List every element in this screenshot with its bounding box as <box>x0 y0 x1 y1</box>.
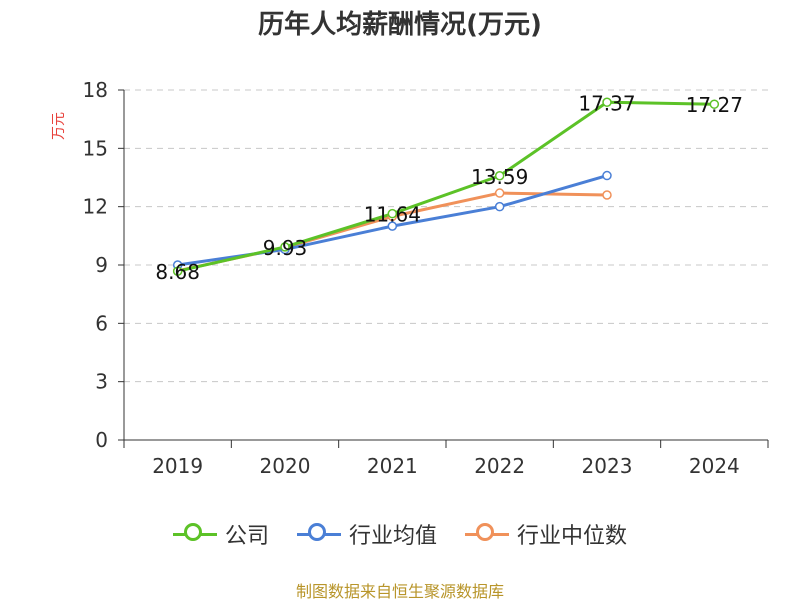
data-point <box>280 242 290 252</box>
x-tick-label: 2019 <box>152 454 203 478</box>
legend-label: 行业均值 <box>348 524 437 549</box>
y-tick-label: 12 <box>83 195 108 219</box>
y-tick-label: 15 <box>83 136 108 160</box>
y-tick-label: 0 <box>95 428 108 452</box>
legend-label: 行业中位数 <box>517 524 628 549</box>
y-tick-label: 6 <box>95 311 108 335</box>
data-point <box>709 99 720 109</box>
x-tick-label: 2022 <box>474 454 525 478</box>
source-note: 制图数据来自恒生聚源数据库 <box>295 582 504 601</box>
data-point <box>494 201 505 212</box>
data-label: 9.93 <box>263 236 308 260</box>
legend-item-1[interactable]: 行业均值 <box>296 518 437 550</box>
data-point <box>387 221 398 231</box>
data-label: 11.64 <box>364 203 421 227</box>
legend-marker-icon <box>172 522 217 546</box>
legend: 公司 行业均值 行业中位数 <box>0 518 800 550</box>
data-point <box>494 171 505 181</box>
y-tick-label: 18 <box>83 78 108 102</box>
legend-item-2[interactable]: 行业中位数 <box>465 518 627 550</box>
legend-marker-icon <box>465 522 509 546</box>
x-tick-label: 2024 <box>689 454 740 478</box>
data-label: 17.37 <box>578 91 635 115</box>
legend-label: 公司 <box>224 524 269 549</box>
y-tick-label: 3 <box>95 370 108 394</box>
x-tick-label: 2021 <box>367 454 418 478</box>
chart-title: 历年人均薪酬情况(万元) <box>258 10 542 40</box>
x-tick-label: 2020 <box>260 454 311 478</box>
data-label: 17.27 <box>686 93 743 117</box>
data-label: 8.68 <box>155 260 200 284</box>
data-label: 13.59 <box>471 165 528 189</box>
data-point <box>602 190 612 200</box>
legend-marker-icon <box>296 522 341 546</box>
data-point <box>602 97 612 107</box>
data-point <box>602 170 612 181</box>
data-point <box>172 266 183 276</box>
series-line-0 <box>177 100 715 273</box>
x-tick-label: 2023 <box>582 454 633 478</box>
data-point <box>494 188 505 198</box>
data-point <box>387 208 398 219</box>
y-tick-label: 9 <box>95 253 108 277</box>
legend-item-0[interactable]: 公司 <box>172 518 269 550</box>
